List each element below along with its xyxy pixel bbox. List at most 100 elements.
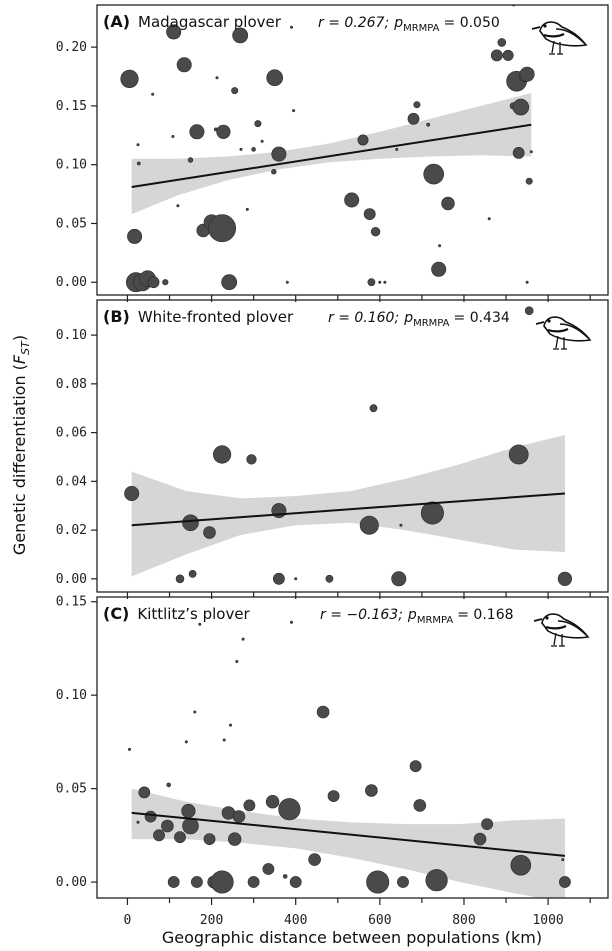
y-tick-label: 0.15 <box>56 99 87 114</box>
data-point <box>262 863 275 875</box>
y-axis-title-main: Genetic differentiation ( <box>10 364 29 555</box>
data-point <box>431 261 447 277</box>
data-point <box>487 217 491 221</box>
data-point <box>525 177 533 185</box>
data-point <box>127 228 143 244</box>
data-point <box>136 143 140 147</box>
confidence-band <box>131 435 565 577</box>
data-point <box>557 571 573 586</box>
data-point <box>203 526 216 539</box>
confidence-band <box>131 93 532 215</box>
data-point <box>481 818 493 830</box>
panel-b: 0.00 0.02 0.04 0.06 0.08 0.10 (B) White-fronted… <box>56 299 609 599</box>
x-tick-label: 1000 <box>532 913 563 928</box>
data-point <box>181 803 196 819</box>
stat-r: r = −0.163; <box>320 607 403 623</box>
data-point <box>369 404 378 413</box>
data-point <box>235 659 239 663</box>
data-point <box>243 799 256 812</box>
data-point <box>176 204 180 208</box>
data-point <box>366 870 390 894</box>
panel-title: Madagascar plover <box>138 13 282 31</box>
x-tick-label: 200 <box>200 913 223 928</box>
data-point <box>399 523 403 527</box>
data-point <box>232 27 249 44</box>
y-tick-label: 0.10 <box>56 328 87 343</box>
data-point <box>241 637 245 641</box>
regression-line <box>131 492 566 527</box>
data-point <box>167 876 180 888</box>
data-point <box>282 874 288 879</box>
stat-p-subscript: MRMPA <box>403 23 440 34</box>
stat-p-value: = 0.050 <box>444 15 500 31</box>
data-point <box>184 740 188 744</box>
data-point <box>278 798 301 821</box>
panel-title: Kittlitz’s plover <box>137 605 250 623</box>
data-point <box>174 831 186 844</box>
data-point <box>213 445 232 464</box>
data-point <box>162 279 169 286</box>
data-point <box>502 49 514 61</box>
bird-eye <box>543 24 547 28</box>
data-point <box>208 214 237 243</box>
data-point <box>266 69 284 86</box>
y-tick-label: 0.06 <box>56 426 87 441</box>
data-point <box>182 817 199 835</box>
data-point <box>128 747 132 751</box>
data-point <box>203 833 216 845</box>
y-tick-label: 0.00 <box>56 275 87 290</box>
data-point <box>561 858 565 862</box>
y-tick-label: 0.04 <box>56 474 87 489</box>
y-tick-label: 0.05 <box>56 782 87 797</box>
panel-frame <box>96 299 609 593</box>
panel-letter: (C) <box>103 604 129 623</box>
data-point <box>363 208 376 220</box>
data-point <box>365 784 378 797</box>
data-point <box>285 280 289 284</box>
data-point <box>216 124 231 139</box>
stat-r: r = 0.160; <box>328 310 399 326</box>
data-point <box>271 146 287 162</box>
data-point <box>316 705 330 719</box>
stat-p: p <box>403 310 413 326</box>
data-point <box>136 161 141 166</box>
data-point <box>265 794 280 809</box>
data-point <box>378 280 382 284</box>
bird-breast-band <box>543 32 565 38</box>
y-tick-label: 0.08 <box>56 377 87 392</box>
data-point <box>367 278 376 287</box>
data-point <box>413 799 427 812</box>
panel-c: 0.00 0.05 0.10 0.15 0 200 400 600 800 1000 (C) Kitt… <box>56 595 609 928</box>
data-point <box>529 150 533 154</box>
panel-heading: (B) White-fronted plover <box>103 307 294 326</box>
panel-letter: (A) <box>103 12 130 31</box>
data-point <box>508 444 529 465</box>
bird-beak <box>535 321 545 325</box>
data-point <box>525 280 529 284</box>
panel-plot-area <box>120 5 535 293</box>
y-tick-label: 0.10 <box>56 158 87 173</box>
data-point <box>441 196 455 211</box>
data-point <box>147 276 160 289</box>
panel-title: White-fronted plover <box>138 308 294 326</box>
data-point <box>231 87 239 95</box>
panel-plot-area <box>128 620 571 898</box>
data-point <box>136 820 140 824</box>
x-axis-title: Geographic distance between populations … <box>162 928 542 947</box>
data-point <box>222 738 226 742</box>
data-point <box>510 854 532 876</box>
panel-frame <box>96 596 609 899</box>
stat-text: r = −0.163; pMRMPA = 0.168 <box>320 607 514 626</box>
data-point <box>271 169 277 175</box>
data-point <box>228 832 242 846</box>
stat-p-subscript: MRMPA <box>417 615 454 626</box>
data-point <box>215 76 219 80</box>
data-point <box>289 25 293 29</box>
data-point <box>423 163 445 185</box>
data-point <box>246 454 257 465</box>
x-tick-label: 0 <box>124 913 132 928</box>
data-point <box>391 571 407 587</box>
data-point <box>210 870 234 894</box>
data-point <box>294 577 298 581</box>
data-point <box>182 514 199 532</box>
